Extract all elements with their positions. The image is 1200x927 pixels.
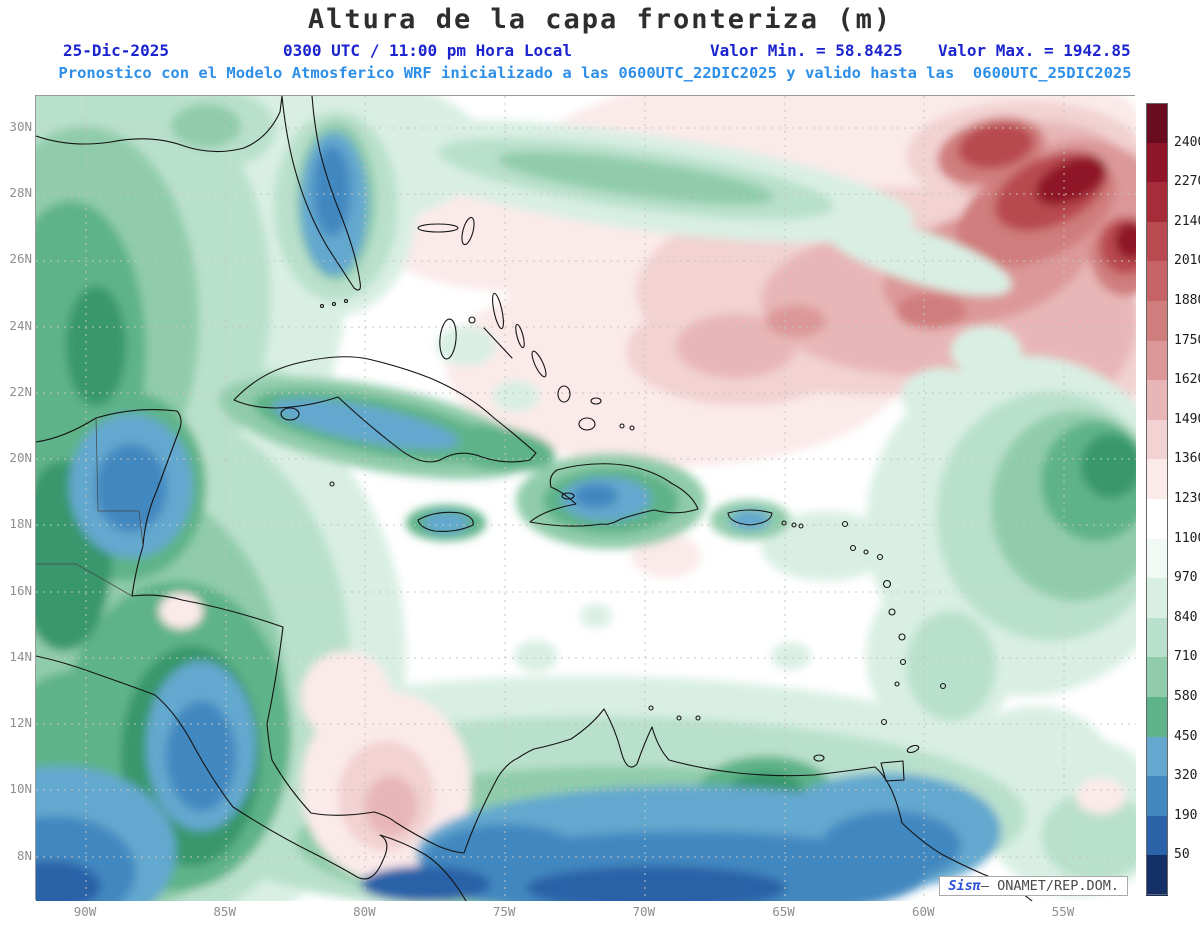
- grid-lines: [36, 96, 1136, 901]
- contour-field: [36, 96, 1136, 901]
- trinidad-coast: [880, 760, 905, 782]
- colorbar-level-580: 580: [1174, 689, 1198, 704]
- colorbar-level-2010: 2010: [1174, 253, 1200, 269]
- map-area: Sisπ– ONAMET/REP.DOM.: [35, 95, 1136, 901]
- lat-tick-30N: 30N: [9, 119, 32, 134]
- lat-tick-8N: 8N: [16, 847, 32, 863]
- min-value-label: Valor Min. = 58.8425: [710, 41, 903, 60]
- puerto-rico-coast: [727, 509, 773, 526]
- colorbar-level-840: 840: [1174, 609, 1198, 625]
- colorbar-segment-16: [1146, 736, 1168, 777]
- colorbar-level-1360: 1360: [1174, 451, 1200, 467]
- coastlines: [36, 96, 1033, 901]
- colorbar-segment-18: [1146, 815, 1168, 856]
- watermark-text: – ONAMET/REP.DOM.: [980, 878, 1119, 894]
- max-value-label: Valor Max. = 1942.85: [938, 41, 1131, 60]
- colorbar-level-2140: 2140: [1174, 213, 1200, 229]
- forecast-init-line: Pronostico con el Modelo Atmosferico WRF…: [58, 64, 1132, 82]
- central-south-america-coast: [36, 408, 1033, 901]
- colorbar-segment-2: [1146, 182, 1168, 223]
- colorbar-segment-17: [1146, 776, 1168, 817]
- lon-tick-80W: 80W: [353, 904, 376, 919]
- lon-tick-85W: 85W: [213, 904, 236, 919]
- colorbar-segment-3: [1146, 221, 1168, 262]
- colorbar-segment-0: [1146, 103, 1168, 144]
- colorbar-level-50: 50: [1174, 847, 1190, 863]
- lon-tick-70W: 70W: [632, 904, 656, 919]
- colorbar-level-1230: 1230: [1174, 491, 1200, 506]
- colorbar-segment-1: [1146, 142, 1168, 183]
- page-title: Altura de la capa fronteriza (m): [307, 4, 893, 35]
- country-borders: [36, 417, 144, 597]
- lat-tick-28N: 28N: [9, 185, 32, 201]
- colorbar-level-190: 190: [1174, 807, 1198, 823]
- lat-tick-12N: 12N: [9, 715, 32, 731]
- lat-tick-14N: 14N: [9, 648, 32, 664]
- colorbar-segment-8: [1146, 419, 1168, 460]
- lat-tick-10N: 10N: [9, 781, 32, 797]
- colorbar-level-450: 450: [1174, 728, 1198, 744]
- colorbar-segment-19: [1146, 855, 1168, 896]
- colorbar-segment-10: [1146, 499, 1168, 540]
- watermark-brand: Sisπ: [948, 878, 981, 894]
- colorbar-segment-13: [1146, 617, 1168, 658]
- lat-tick-20N: 20N: [9, 450, 32, 466]
- lat-tick-18N: 18N: [9, 516, 32, 532]
- contour-map-svg: [36, 96, 1136, 901]
- lon-tick-75W: 75W: [492, 904, 516, 919]
- colorbar-level-2270: 2270: [1174, 174, 1200, 190]
- lat-tick-24N: 24N: [9, 317, 32, 333]
- pacific-coast: [36, 655, 467, 901]
- colorbar-level-320: 320: [1174, 768, 1198, 784]
- lon-tick-55W: 55W: [1051, 904, 1075, 919]
- colorbar-segment-6: [1146, 340, 1168, 381]
- lat-tick-26N: 26N: [9, 251, 32, 267]
- lon-tick-65W: 65W: [772, 904, 795, 919]
- lon-tick-90W: 90W: [73, 904, 97, 919]
- colorbar-segment-11: [1146, 538, 1168, 579]
- colorbar-segment-5: [1146, 301, 1168, 342]
- lesser-antilles-islands: [781, 520, 947, 726]
- colorbar-segment-12: [1146, 578, 1168, 619]
- colorbar-level-1490: 1490: [1174, 411, 1200, 427]
- colorbar-segment-7: [1146, 380, 1168, 421]
- lat-tick-22N: 22N: [9, 383, 32, 399]
- colorbar-level-970: 970: [1174, 570, 1198, 586]
- colorbar-level-1620: 1620: [1174, 372, 1200, 388]
- colorbar-level-1880: 1880: [1174, 293, 1200, 308]
- lon-tick-60W: 60W: [911, 904, 935, 919]
- colorbar-segment-9: [1146, 459, 1168, 500]
- colorbar-level-710: 710: [1174, 649, 1198, 665]
- watermark: Sisπ– ONAMET/REP.DOM.: [939, 876, 1128, 896]
- florida-coast: [281, 96, 361, 291]
- colorbar-level-1100: 1100: [1174, 530, 1200, 546]
- us-gulf-coast: [36, 96, 283, 153]
- valid-time-label: 0300 UTC / 11:00 pm Hora Local: [283, 41, 572, 60]
- lat-tick-16N: 16N: [9, 582, 32, 598]
- jamaica-coast: [417, 511, 474, 532]
- colorbar-segment-4: [1146, 261, 1168, 302]
- colorbar-segment-15: [1146, 697, 1168, 738]
- valid-date-label: 25-Dic-2025: [63, 41, 169, 60]
- colorbar-level-1750: 1750: [1174, 332, 1200, 348]
- colorbar-level-2400: 2400: [1174, 134, 1200, 150]
- cuba-coast: [233, 356, 537, 463]
- colorbar-segment-14: [1146, 657, 1168, 698]
